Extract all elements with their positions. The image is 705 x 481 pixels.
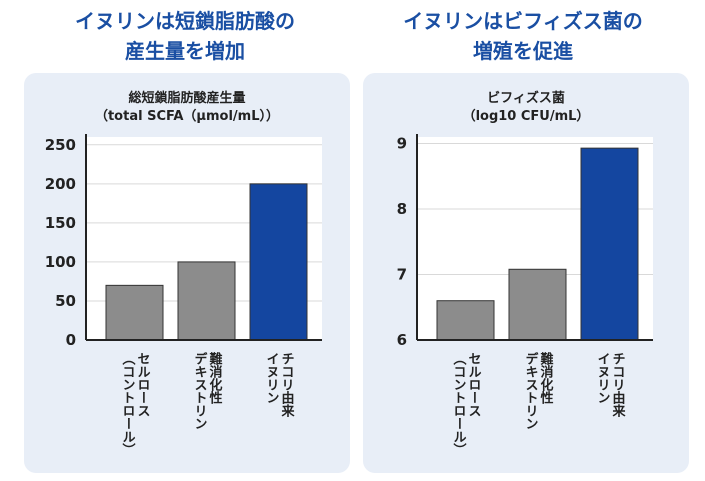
heading-bifido-line-2: 増殖を促進	[473, 39, 573, 63]
bifido-bar-1	[436, 300, 495, 341]
bifido-y-tick-label: 8	[397, 200, 407, 218]
scfa-chart-panel: 総短鎖脂肪酸産生量 （total SCFA（μmol/mL）） 0 50 100 15…	[24, 73, 350, 473]
heading-bifido: イヌリンはビフィズス菌の 増殖を促進	[358, 6, 688, 66]
scfa-bar-3	[249, 183, 308, 341]
scfa-y-tick-label: 200	[45, 175, 76, 193]
scfa-category-label: チコリ由来	[279, 352, 296, 418]
scfa-chart-title-line-2: （total SCFA（μmol/mL））	[94, 109, 280, 124]
bifido-chart-title: ビフィズス菌 （log10 CFU/mL）	[363, 90, 689, 126]
scfa-y-tick-label: 250	[45, 136, 76, 154]
scfa-y-tick-label: 50	[55, 292, 76, 310]
bifido-bar-3	[580, 147, 639, 341]
scfa-bar-2	[177, 261, 236, 341]
bifido-category-label: （コントロール）	[451, 352, 468, 456]
bifido-y-tick-label: 9	[397, 135, 407, 153]
scfa-y-tick-label: 0	[66, 331, 76, 349]
scfa-chart-title-line-1: 総短鎖脂肪酸産生量	[128, 91, 246, 106]
scfa-y-tick-label: 100	[45, 253, 76, 271]
bifido-category-label: セルロース	[466, 352, 482, 417]
scfa-bar-1	[105, 284, 164, 341]
bifido-chart-panel: ビフィズス菌 （log10 CFU/mL） 6 7 8 9 セルロース （コントロール） 難…	[363, 73, 689, 473]
bifido-category-label: デキストリン	[523, 351, 538, 430]
heading-scfa-line-1: イヌリンは短鎖脂肪酸の	[75, 9, 295, 33]
scfa-category-label: 難消化性	[207, 351, 223, 404]
bifido-y-tick-label: 7	[397, 266, 407, 284]
bifido-category-label: イヌリン	[595, 352, 611, 404]
bifido-chart-title-line-2: （log10 CFU/mL）	[462, 109, 590, 124]
scfa-y-tick-label: 150	[45, 214, 76, 232]
bifido-y-tick-label: 6	[397, 331, 407, 349]
heading-bifido-line-1: イヌリンはビフィズス菌の	[403, 9, 643, 33]
heading-scfa-line-2: 産生量を増加	[125, 39, 245, 63]
scfa-category-label: セルロース	[135, 352, 151, 417]
bifido-chart-title-line-1: ビフィズス菌	[487, 91, 565, 106]
scfa-category-label: イヌリン	[264, 352, 280, 404]
bifido-category-label: チコリ由来	[610, 352, 627, 418]
scfa-category-label: デキストリン	[192, 351, 207, 430]
scfa-chart-title: 総短鎖脂肪酸産生量 （total SCFA（μmol/mL））	[24, 90, 350, 126]
bifido-category-label: 難消化性	[538, 351, 554, 404]
heading-scfa: イヌリンは短鎖脂肪酸の 産生量を増加	[20, 6, 350, 66]
bifido-bar-2	[508, 268, 567, 341]
scfa-category-label: （コントロール）	[120, 352, 137, 456]
